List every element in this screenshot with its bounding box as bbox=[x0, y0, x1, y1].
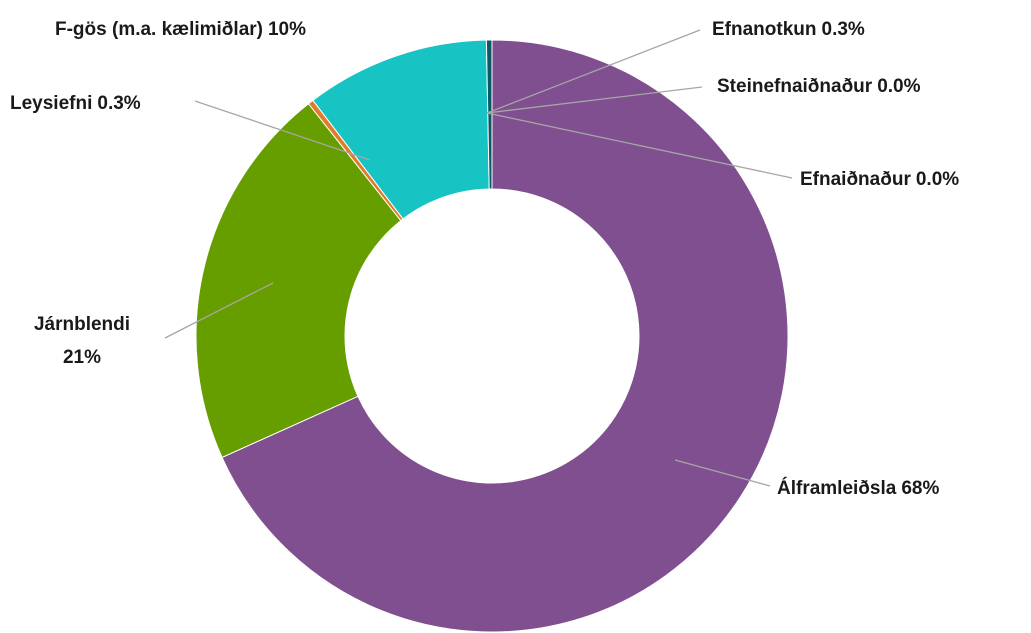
label-name: Álframleiðsla bbox=[777, 477, 897, 499]
label-name: Steinefnaiðnaður bbox=[717, 76, 873, 97]
leader-line bbox=[194, 100, 371, 161]
label-value: 0.0% bbox=[877, 76, 920, 97]
label-value: 10% bbox=[268, 19, 306, 40]
label-value: 0.0% bbox=[916, 169, 959, 190]
label-name: Járnblendi bbox=[34, 314, 130, 335]
label-name: Efnanotkun bbox=[712, 19, 817, 40]
donut-slice bbox=[221, 39, 789, 633]
data-label: Álframleiðsla 68% bbox=[777, 477, 939, 499]
label-value: 0.3% bbox=[97, 93, 140, 114]
data-label: Efnanotkun 0.3% bbox=[712, 19, 865, 40]
label-name: Efnaiðnaður bbox=[800, 169, 911, 190]
leader-line bbox=[486, 112, 793, 179]
label-value: 0.3% bbox=[822, 19, 865, 40]
label-value: 68% bbox=[901, 478, 939, 499]
data-label: Leysiefni 0.3% bbox=[10, 93, 141, 114]
label-name: Leysiefni bbox=[10, 93, 92, 114]
data-label: Járnblendi 21% bbox=[34, 314, 130, 368]
leader-line bbox=[674, 459, 771, 487]
label-value: 21% bbox=[63, 347, 101, 368]
leader-line bbox=[164, 282, 274, 339]
data-label: F-gös (m.a. kælimiðlar) 10% bbox=[55, 19, 306, 40]
donut-slice bbox=[485, 39, 493, 190]
donut-slice bbox=[195, 103, 402, 459]
leader-line bbox=[486, 29, 701, 114]
data-label: Steinefnaiðnaður 0.0% bbox=[717, 76, 921, 97]
label-name: F-gös (m.a. kælimiðlar) bbox=[55, 19, 263, 40]
leader-line bbox=[486, 86, 703, 114]
data-label: Efnaiðnaður 0.0% bbox=[800, 169, 959, 190]
